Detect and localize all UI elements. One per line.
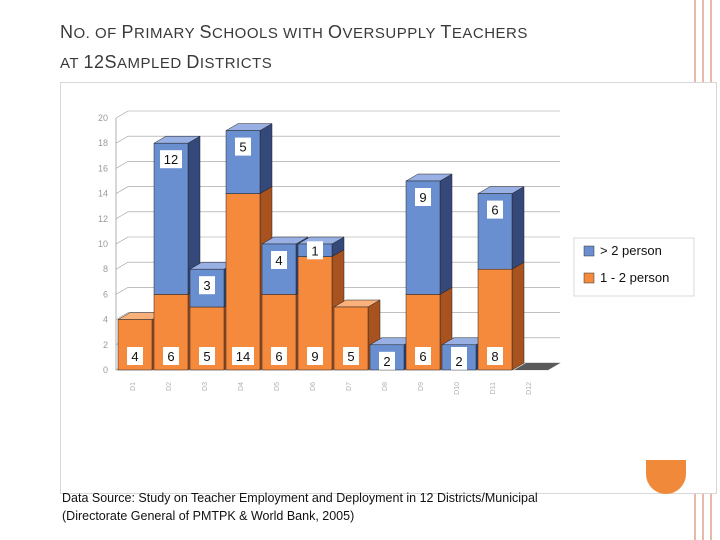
y-tick-label: 12 — [98, 214, 108, 224]
legend-label: > 2 person — [600, 243, 662, 258]
data-label-low-bg — [232, 347, 254, 365]
x-tick-label: D6 — [310, 382, 317, 391]
slide-decoration — [646, 460, 686, 494]
data-label-low-bg — [487, 347, 503, 365]
gridline — [115, 161, 560, 169]
data-label-high-bg — [487, 200, 503, 219]
data-label-low-bg — [199, 347, 215, 365]
x-tick-label: D4 — [238, 382, 245, 391]
x-tick-label: D9 — [418, 382, 425, 391]
data-label-high: 12 — [164, 152, 178, 167]
y-tick-label: 16 — [98, 163, 108, 173]
x-tick-label: D3 — [202, 382, 209, 391]
data-label-low: 8 — [491, 349, 498, 364]
bar-segment-low — [225, 193, 261, 371]
source-line-2: (Directorate General of PMTPK & World Ba… — [62, 509, 355, 523]
data-label-high: 9 — [419, 190, 426, 205]
data-label-high-bg — [451, 351, 467, 370]
data-label-low-bg — [163, 347, 179, 365]
x-tick-label: D5 — [274, 382, 281, 391]
data-label-high-bg — [160, 150, 182, 169]
data-label-high: 3 — [203, 278, 210, 293]
data-label-high-bg — [235, 137, 251, 156]
data-label-low: 9 — [311, 349, 318, 364]
x-tick-label: D8 — [382, 382, 389, 391]
legend-label: 1 - 2 person — [600, 270, 669, 285]
gridline — [115, 110, 560, 119]
x-tick-label: D7 — [346, 382, 353, 391]
legend-swatch — [583, 272, 595, 284]
stacked-bar-chart: 024681012141618204D1612D253D3145D464D591… — [98, 110, 695, 395]
bar-segment-low — [477, 268, 513, 371]
x-tick-label: D10 — [454, 382, 461, 395]
bar-segment-low-side — [511, 261, 525, 371]
x-tick-label: D11 — [490, 382, 497, 394]
x-tick-label: D1 — [130, 382, 137, 391]
bar-segment-high-side — [439, 173, 453, 295]
data-label-high: 4 — [275, 253, 282, 268]
slide-title: NO. OF PRIMARY SCHOOLS WITH OVERSUPPLY T… — [60, 22, 528, 72]
gridline — [115, 135, 560, 144]
data-label-high-bg — [379, 351, 395, 370]
y-tick-label: 6 — [103, 289, 108, 299]
data-label-low: 5 — [347, 349, 354, 364]
data-label-low: 14 — [236, 349, 250, 364]
x-tick-label: D12 — [526, 382, 533, 395]
bar-empty — [514, 363, 560, 370]
y-tick-label: 2 — [103, 340, 108, 350]
data-label-high-bg — [271, 251, 287, 269]
y-tick-label: 14 — [98, 189, 108, 199]
y-tick-label: 8 — [103, 264, 108, 274]
y-tick-label: 10 — [98, 239, 108, 249]
y-tick-label: 18 — [98, 138, 108, 148]
bar-segment-high — [153, 142, 189, 295]
data-label-low: 6 — [167, 349, 174, 364]
data-label-low-bg — [343, 347, 359, 365]
data-label-low-bg — [307, 347, 323, 365]
bar-segment-high-side — [511, 186, 525, 270]
data-label-high: 2 — [383, 354, 390, 369]
data-label-low: 6 — [419, 349, 426, 364]
data-label-high: 5 — [239, 140, 246, 155]
legend-swatch — [583, 245, 595, 257]
y-tick-label: 4 — [103, 315, 108, 325]
y-tick-label: 0 — [103, 365, 108, 375]
data-label-low-bg — [415, 347, 431, 365]
bar-segment-high-side — [259, 123, 273, 195]
data-label-low: 4 — [131, 349, 138, 364]
x-tick-label: D2 — [166, 382, 173, 391]
data-label-high: 6 — [491, 203, 498, 218]
data-label-high-bg — [307, 241, 323, 260]
y-tick-label: 20 — [98, 113, 108, 123]
data-label-high: 1 — [311, 243, 318, 258]
data-label-low: 6 — [275, 349, 282, 364]
source-line-1: Data Source: Study on Teacher Employment… — [62, 491, 538, 505]
data-source-note: Data Source: Study on Teacher Employment… — [62, 489, 662, 525]
data-label-low-bg — [127, 347, 143, 365]
data-label-low: 5 — [203, 349, 210, 364]
data-label-high-bg — [415, 188, 431, 206]
data-label-high: 2 — [455, 354, 462, 369]
data-label-low-bg — [271, 347, 287, 365]
data-label-high-bg — [199, 276, 215, 295]
